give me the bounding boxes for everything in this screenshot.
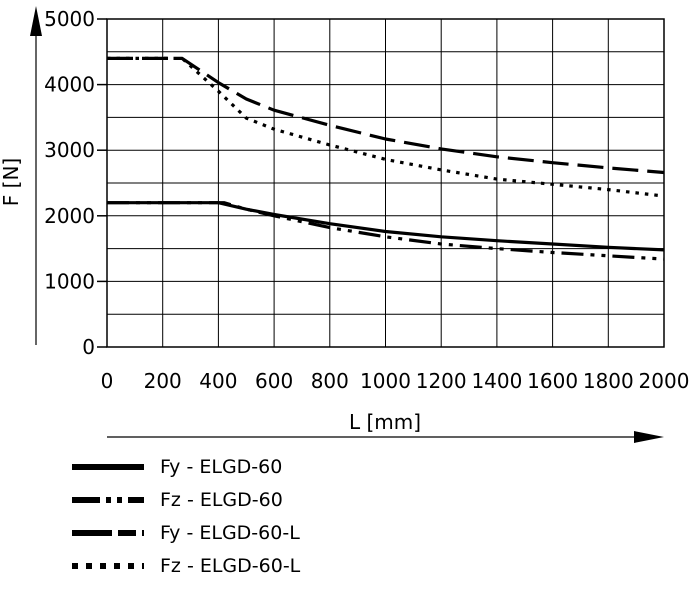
y-tick-label: 1000 [44,269,95,293]
y-axis-arrowhead [30,6,42,36]
legend-item: Fz - ELGD-60 [72,483,300,516]
x-axis-label: L [mm] [349,410,421,434]
x-tick-label: 1800 [583,369,634,393]
x-tick-label: 2000 [639,369,690,393]
y-axis-label: F [N] [0,158,23,206]
plot-frame [106,18,665,348]
series-line-1 [107,201,665,252]
y-tick-label: 0 [82,335,95,359]
legend-label: Fz - ELGD-60-L [160,554,301,577]
legend-item: Fz - ELGD-60-L [72,549,300,582]
grid [106,18,665,348]
x-tick-label: 200 [144,369,182,393]
legend-item: Fy - ELGD-60 [72,450,300,483]
legend-swatch [72,562,144,569]
y-tick-labels: 0 1000 2000 3000 4000 5000 [44,7,107,359]
x-axis-arrowhead [634,431,664,443]
y-tick-label: 4000 [44,73,95,97]
axis-arrows [30,6,664,443]
x-tick-label: 0 [101,369,114,393]
legend: Fy - ELGD-60 Fz - ELGD-60 Fy - ELGD-60-L Fz… [72,450,300,582]
y-tick-label: 3000 [44,138,95,162]
legend-label: Fy - ELGD-60-L [160,521,300,544]
legend-label: Fy - ELGD-60 [160,455,283,478]
x-tick-labels: 0 200 400 600 800 1000 1200 1400 1600 1800 2000 [101,369,690,393]
y-tick-label: 5000 [44,7,95,31]
legend-item: Fy - ELGD-60-L [72,516,300,549]
x-tick-label: 400 [199,369,237,393]
series-line-4 [107,56,665,198]
legend-label: Fz - ELGD-60 [160,488,283,511]
legend-swatch [72,529,144,536]
series-line-3 [107,56,665,175]
x-tick-label: 800 [311,369,349,393]
series-lines [107,56,665,261]
plot-border [106,18,665,348]
series-line-2 [107,201,665,261]
legend-swatch [72,496,144,503]
x-tick-label: 600 [255,369,293,393]
legend-swatch [72,463,144,470]
x-tick-label: 1400 [471,369,522,393]
x-tick-label: 1000 [360,369,411,393]
y-tick-label: 2000 [44,204,95,228]
x-tick-label: 1200 [416,369,467,393]
x-tick-label: 1600 [527,369,578,393]
